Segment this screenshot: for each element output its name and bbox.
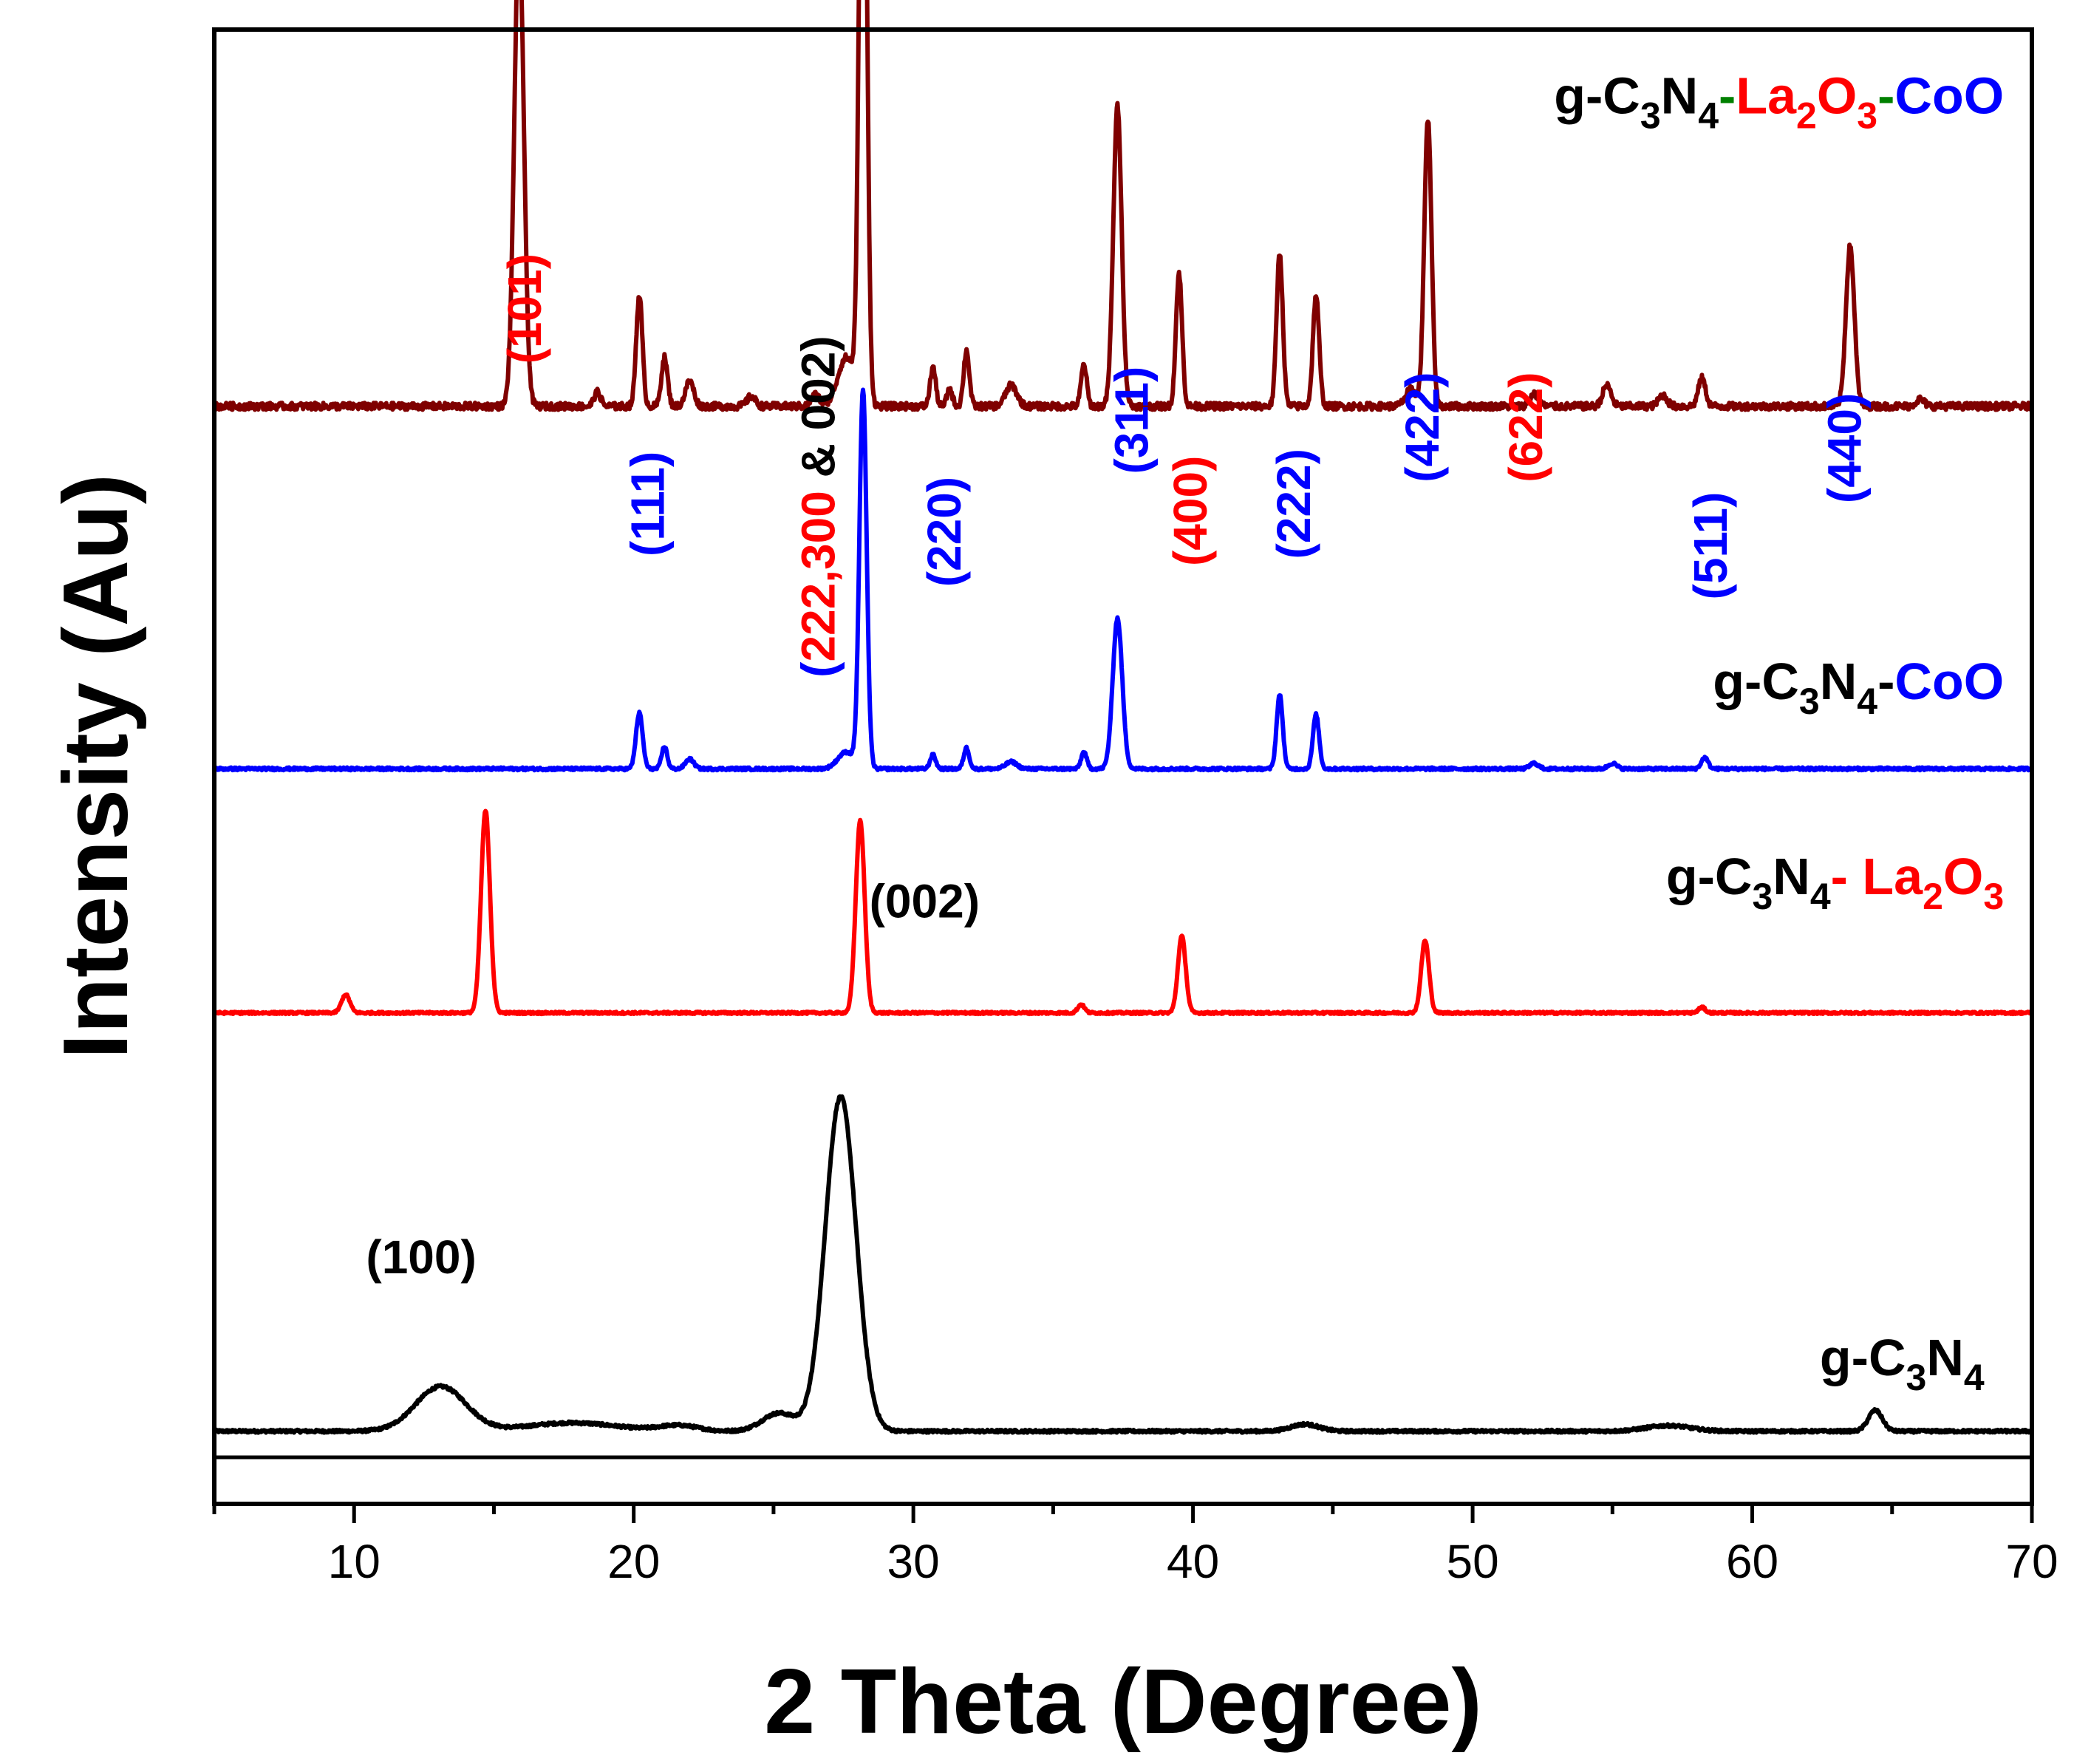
series-label-part: g-C [1666, 848, 1753, 905]
peak-label: (511) [1684, 492, 1737, 600]
peak-label: (311) [1105, 367, 1158, 474]
series-label-part: CoO [1894, 67, 2004, 125]
x-tick-label: 30 [887, 1535, 940, 1588]
series-label-part: O [1817, 67, 1857, 125]
series-label-part: 3 [1640, 95, 1661, 137]
plot-frame [212, 27, 2034, 1506]
peak-label-part: & 002) [792, 336, 845, 491]
peak-label: (422) [1396, 372, 1449, 482]
series-label-part: 4 [1698, 95, 1719, 137]
series-label-ternary: g-C3N4-La2O3-CoO [1554, 67, 2004, 137]
x-tick-label: 60 [1726, 1535, 1778, 1588]
series-label-part: 4 [1964, 1357, 1985, 1398]
peak-label: (400) [1164, 456, 1217, 566]
series-label-gcn: g-C3N4 [1820, 1329, 1985, 1398]
peak-label: (101) [498, 253, 551, 364]
series-label-part: 2 [1923, 876, 1943, 917]
series-line-ternary [212, 0, 2034, 412]
series-label-part: 3 [1983, 876, 2004, 917]
series-label-part: - [1719, 67, 1736, 125]
peak-label: (622) [1499, 372, 1552, 482]
series-label-co: g-C3N4-CoO [1713, 653, 2004, 722]
series-label-part: N [1661, 67, 1699, 125]
peak-label-part: ( [792, 661, 845, 678]
peak-label: (100) [366, 1230, 476, 1284]
peak-label-part: 222,300 [792, 491, 845, 661]
series-line-gcn [212, 1094, 2034, 1435]
peak-label: (222) [1267, 449, 1320, 559]
series-label-part: - [1877, 67, 1894, 125]
series-label-part: 2 [1796, 95, 1817, 137]
series-label-part: g-C [1554, 67, 1640, 125]
series-label-part: g-C [1820, 1329, 1906, 1386]
series-layer [212, 0, 2034, 1435]
x-axis-ticks: 10 20 30 40 50 60 70 [212, 1504, 2058, 1588]
series-label-part: O [1943, 848, 1983, 905]
series-label-part: N [1773, 848, 1810, 905]
series-label-part: N [1926, 1329, 1964, 1386]
peak-label: (111) [621, 452, 675, 556]
series-label-part: 4 [1857, 681, 1877, 722]
series-label-part: N [1820, 653, 1858, 710]
series-line-co [212, 387, 2034, 773]
series-label-part: La [1736, 67, 1797, 125]
peak-label: (002) [870, 875, 980, 928]
x-tick-label: 50 [1446, 1535, 1498, 1588]
series-label-part: La [1862, 848, 1923, 905]
x-tick-label: 10 [328, 1535, 381, 1588]
x-tick-label: 20 [607, 1535, 660, 1588]
series-label-part: 3 [1799, 681, 1820, 722]
peak-label: (440) [1818, 393, 1871, 503]
annotation-layer: (101) (111) (220) (311)(400) (222) (422) (622)… [366, 67, 2004, 1399]
series-label-la: g-C3N4- La2O3 [1666, 848, 2004, 917]
x-tick-label: 70 [2005, 1535, 2058, 1588]
series-line-la [212, 808, 2034, 1017]
x-tick-label: 40 [1167, 1535, 1219, 1588]
peak-label: (220) [918, 477, 971, 587]
series-label-part: - [1877, 653, 1894, 710]
series-label-part: g-C [1713, 653, 1799, 710]
series-label-part: 3 [1752, 876, 1773, 917]
x-axis-label: 2 Theta (Degree) [764, 1651, 1482, 1753]
series-label-part: CoO [1894, 653, 2004, 710]
series-label-part: 3 [1857, 95, 1877, 137]
y-axis-label: Intensity (Au) [45, 474, 147, 1059]
series-label-part: - [1831, 848, 1863, 905]
series-label-part: 3 [1906, 1357, 1927, 1398]
series-label-part: 4 [1810, 876, 1831, 917]
peak-label-composite: (222,300 & 002) [792, 336, 845, 678]
